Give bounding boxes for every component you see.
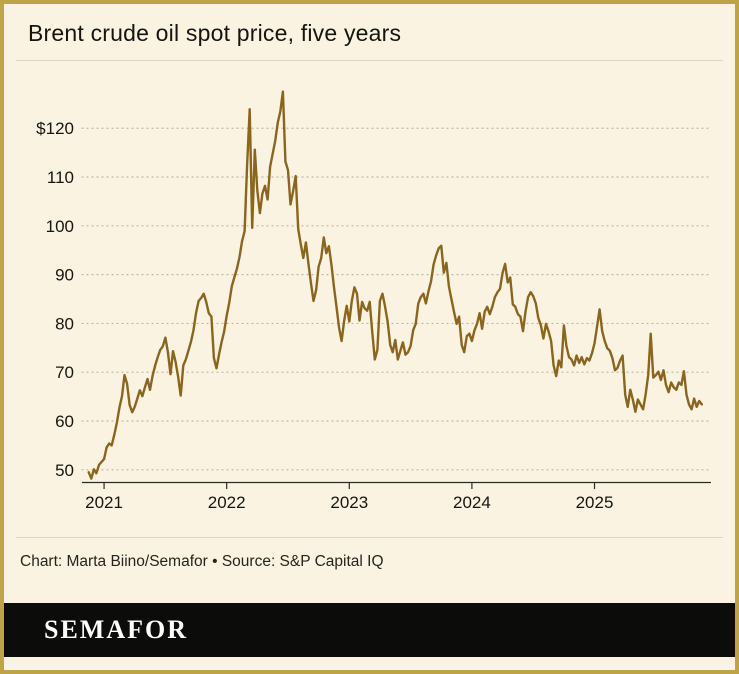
x-tick-label: 2025 <box>576 493 614 512</box>
x-tick-label: 2022 <box>208 493 246 512</box>
credit-line: Chart: Marta Biino/Semafor • Source: S&P… <box>20 553 384 570</box>
x-tick-label: 2024 <box>453 493 491 512</box>
logo-bar: SEMAFOR <box>4 603 735 657</box>
y-tick-label: 70 <box>55 363 74 382</box>
chart-area: $120 110 100 90 80 70 60 50 2021 2022 2023 2024 2025 <box>4 61 735 537</box>
semafor-logo: SEMAFOR <box>44 615 188 644</box>
y-tick-label: 80 <box>55 314 74 333</box>
y-tick-label: $120 <box>36 119 74 138</box>
price-chart-svg: $120 110 100 90 80 70 60 50 2021 2022 2023 2024 2025 <box>36 90 712 512</box>
y-tick-label: 90 <box>55 266 74 285</box>
y-tick-label: 60 <box>55 412 74 431</box>
credit-row: Chart: Marta Biino/Semafor • Source: S&P… <box>4 538 735 585</box>
page-title: Brent crude oil spot price, five years <box>28 20 402 46</box>
price-line <box>87 90 703 480</box>
y-tick-label: 50 <box>55 461 74 480</box>
x-tick-label: 2021 <box>85 493 123 512</box>
y-tick-label: 100 <box>46 217 74 236</box>
divider-top <box>16 60 723 61</box>
x-tick-label: 2023 <box>330 493 368 512</box>
y-tick-label: 110 <box>47 168 74 187</box>
header: Brent crude oil spot price, five years <box>4 4 735 60</box>
divider-bottom <box>16 537 723 538</box>
